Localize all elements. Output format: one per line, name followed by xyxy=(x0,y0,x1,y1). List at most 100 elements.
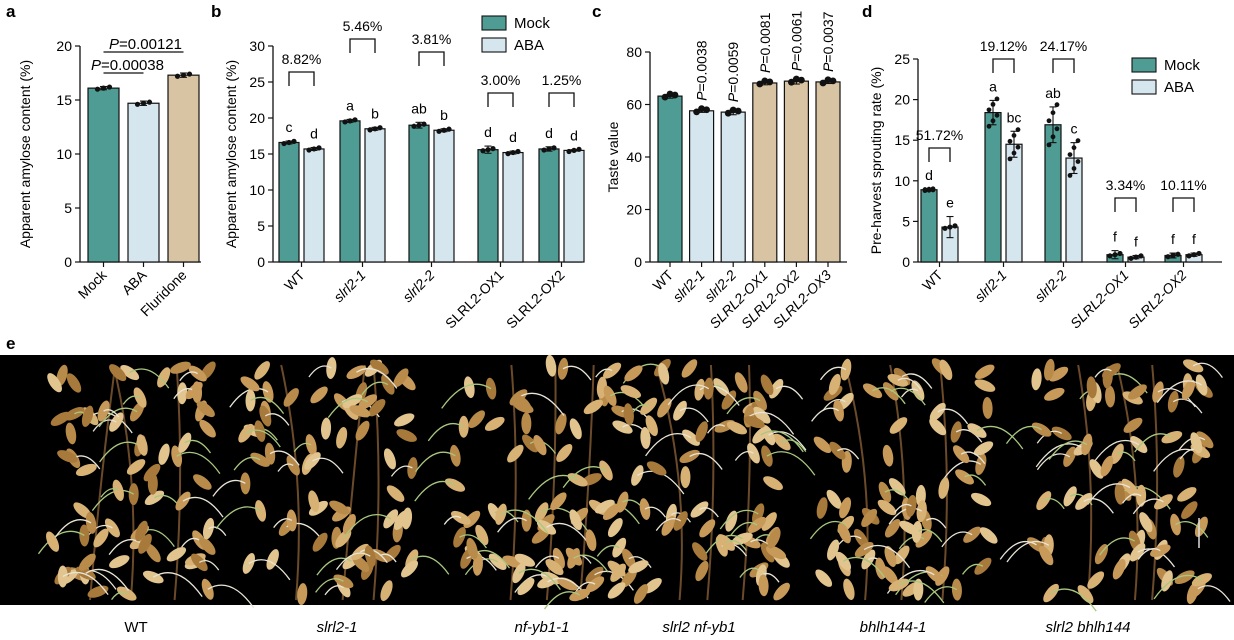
sprout xyxy=(528,474,578,500)
rice-grain xyxy=(394,413,415,427)
sprout xyxy=(1006,540,1050,563)
rice-grain xyxy=(177,382,188,405)
y-tick-label: 0 xyxy=(634,254,642,270)
percent-bracket xyxy=(992,58,1015,73)
sprout xyxy=(730,521,758,536)
rice-grain xyxy=(1049,366,1069,382)
rice-grain xyxy=(699,519,716,538)
rice-grain xyxy=(773,582,790,601)
data-point xyxy=(421,121,427,127)
data-point xyxy=(566,148,572,155)
x-tick-label: slrl2-1 xyxy=(971,267,1009,305)
bar xyxy=(720,111,746,263)
sprout xyxy=(103,409,120,418)
rice-grain xyxy=(321,417,332,440)
data-point xyxy=(1175,251,1181,257)
rice-grain xyxy=(843,578,855,600)
sprout xyxy=(129,368,170,389)
data-point xyxy=(994,96,1000,102)
sprout xyxy=(766,451,816,476)
rice-grain xyxy=(695,421,708,443)
panel-label-e: e xyxy=(6,334,15,353)
sprout xyxy=(1175,521,1209,538)
photo-label: slrl2 bhlh144 xyxy=(1045,619,1130,636)
data-point xyxy=(134,101,141,107)
data-point xyxy=(671,91,679,99)
rice-grain xyxy=(758,574,769,597)
rice-grain xyxy=(136,434,148,456)
y-tick-label: 60 xyxy=(626,97,642,113)
rice-grain xyxy=(342,394,363,409)
bar xyxy=(278,141,300,263)
sprout xyxy=(819,366,847,381)
rice-grain xyxy=(78,553,96,571)
sprout xyxy=(264,413,290,426)
rice-grain xyxy=(545,354,557,377)
rice-grain xyxy=(765,545,787,560)
p-value-label: P=0.00121 xyxy=(109,36,182,53)
x-tick-label: slrl2-2 xyxy=(1031,267,1069,305)
rice-grain xyxy=(837,522,851,544)
p-value-label: P=0.0038 xyxy=(694,40,710,101)
rice-grain xyxy=(393,510,409,531)
significance-letter: f xyxy=(1113,229,1117,245)
y-tick-label: 10 xyxy=(249,182,265,198)
rice-grain xyxy=(199,419,216,438)
panicle-stem xyxy=(280,364,300,601)
significance-letter: c xyxy=(286,119,293,135)
data-point xyxy=(505,151,511,157)
percent-bracket xyxy=(548,92,575,107)
data-point xyxy=(1117,250,1123,257)
y-tick-label: 15 xyxy=(894,132,910,148)
legend-label: Mock xyxy=(1164,57,1200,74)
rice-grain xyxy=(310,386,328,404)
significance-letter: d xyxy=(484,124,492,140)
y-tick-label: 15 xyxy=(249,146,265,162)
y-axis-label: Apparent amylose content (%) xyxy=(223,60,239,248)
rice-grain xyxy=(145,543,161,563)
rice-grain xyxy=(979,527,998,544)
sprout xyxy=(748,411,795,435)
percent-change-label: 19.12% xyxy=(980,38,1027,54)
data-point xyxy=(693,108,700,116)
rice-grain xyxy=(466,537,478,560)
panicle xyxy=(212,357,450,606)
p-value-label: P=0.0037 xyxy=(820,11,836,72)
sprout xyxy=(316,557,352,576)
data-point xyxy=(1107,253,1113,259)
sprout xyxy=(595,368,613,378)
data-point xyxy=(510,149,516,156)
rice-grain xyxy=(57,450,78,463)
data-point xyxy=(661,93,669,101)
data-point xyxy=(990,101,996,107)
y-tick-label: 0 xyxy=(257,254,265,270)
rice-grain xyxy=(370,359,389,375)
data-point xyxy=(724,109,732,117)
data-point xyxy=(1015,127,1021,133)
data-point xyxy=(485,147,491,153)
sprout xyxy=(343,514,392,538)
sprout xyxy=(100,488,119,498)
data-point xyxy=(306,147,312,153)
x-tick-label: SLRL2-OX2 xyxy=(1125,267,1190,332)
sprout xyxy=(414,480,456,502)
sprout xyxy=(843,556,886,579)
significance-letter: d xyxy=(509,129,517,145)
rice-grain xyxy=(240,376,260,392)
sprout xyxy=(725,540,747,551)
sprout xyxy=(863,544,911,569)
panicle-stem xyxy=(1077,364,1093,601)
data-point xyxy=(930,186,936,192)
rice-grain xyxy=(826,489,842,509)
data-point xyxy=(436,128,442,134)
data-point xyxy=(1133,254,1139,260)
sprout xyxy=(441,383,492,409)
sprout xyxy=(312,457,344,474)
data-point xyxy=(734,107,742,115)
sprout xyxy=(184,439,212,454)
data-point xyxy=(377,125,383,131)
panel-label-a: a xyxy=(6,2,16,21)
sprout xyxy=(546,522,590,545)
panicle xyxy=(414,354,653,610)
rice-grain xyxy=(157,367,171,388)
